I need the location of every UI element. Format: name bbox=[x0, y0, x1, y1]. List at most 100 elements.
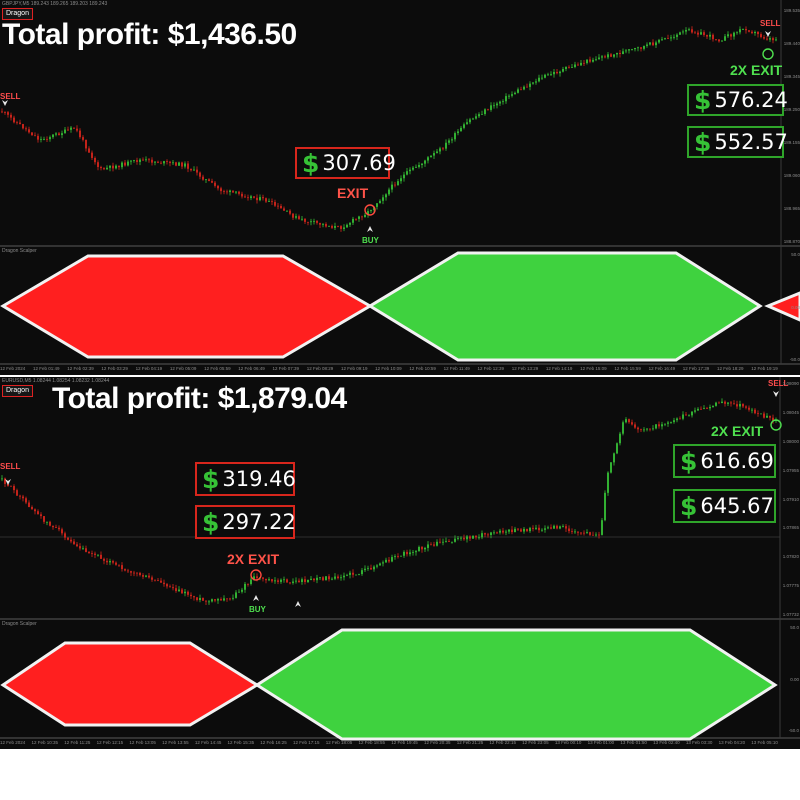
candle-body bbox=[415, 551, 417, 553]
bottom-chart-window[interactable]: EURUSD,M5 1.08244 1.08254 1.08232 1.0824… bbox=[0, 377, 800, 749]
candle-body bbox=[85, 139, 87, 149]
top-profit-box-exit1: $ 576.24 bbox=[687, 84, 788, 116]
candle-body bbox=[133, 572, 135, 574]
candle-body bbox=[382, 562, 384, 564]
candle-body bbox=[490, 532, 492, 536]
candle-body bbox=[97, 554, 99, 556]
candle-body bbox=[193, 169, 195, 171]
candle-body bbox=[100, 167, 102, 169]
candle-body bbox=[247, 583, 249, 585]
candle-body bbox=[70, 539, 72, 542]
candle-body bbox=[256, 197, 258, 201]
candle-body bbox=[769, 38, 771, 40]
candle-body bbox=[493, 532, 495, 534]
candle-body bbox=[619, 52, 621, 55]
time-tick-label: 13 Feb 03:30 bbox=[685, 740, 713, 745]
profit-value: 552.57 bbox=[714, 130, 788, 154]
price-tick-label: 1.07775 bbox=[782, 583, 799, 589]
candle-body bbox=[772, 38, 774, 41]
candle-body bbox=[241, 193, 243, 197]
candle-body bbox=[109, 561, 111, 563]
candle-body bbox=[703, 32, 705, 35]
candle-body bbox=[766, 38, 768, 40]
candle-body bbox=[28, 502, 30, 507]
candle-body bbox=[448, 140, 450, 143]
candle-body bbox=[433, 153, 435, 156]
candle-body bbox=[682, 414, 684, 419]
top-profit-box-buy: $ 307.69 bbox=[295, 147, 396, 179]
bottom-dragon-logo: Dragon bbox=[2, 385, 33, 397]
candle-body bbox=[289, 582, 291, 584]
bottom-price-axis: 1.08090 1.08045 1.08000 1.07955 1.07910 1.078… bbox=[781, 381, 799, 617]
candle-body bbox=[667, 38, 669, 40]
exit-marker-circle bbox=[770, 419, 782, 431]
candle-body bbox=[361, 570, 363, 575]
candle-body bbox=[163, 582, 165, 585]
indicator-tick-label: 0.00 bbox=[790, 676, 799, 682]
candle-body bbox=[361, 216, 363, 218]
candle-body bbox=[124, 569, 126, 571]
candle-body bbox=[58, 133, 60, 136]
candle-body bbox=[355, 574, 357, 576]
candle-body bbox=[202, 176, 204, 180]
candle-body bbox=[67, 537, 69, 540]
candle-body bbox=[160, 580, 162, 583]
candle-body bbox=[763, 413, 765, 418]
candle-body bbox=[40, 139, 42, 140]
candle-body bbox=[610, 54, 612, 57]
candle-body bbox=[394, 556, 396, 558]
candle-body bbox=[643, 45, 645, 49]
candle-body bbox=[625, 50, 627, 52]
time-tick-label: 12 Feb 13:55 bbox=[162, 740, 189, 745]
candle-body bbox=[436, 151, 438, 154]
candle-body bbox=[181, 589, 183, 594]
candle-body bbox=[406, 551, 408, 555]
time-tick-label: 12 Feb 18:29 bbox=[717, 366, 744, 371]
candle-body bbox=[472, 535, 474, 539]
dollar-icon: $ bbox=[694, 85, 712, 115]
candle-body bbox=[700, 32, 702, 35]
bottom-price-chart[interactable] bbox=[0, 377, 800, 749]
indicator-tick-label: 0.00 bbox=[791, 304, 800, 310]
candle-body bbox=[55, 527, 57, 528]
candle-body bbox=[655, 424, 657, 429]
candle-body bbox=[625, 419, 627, 423]
candle-body bbox=[508, 529, 510, 532]
candle-body bbox=[37, 511, 39, 515]
candle-body bbox=[94, 157, 96, 163]
candle-body bbox=[121, 565, 123, 570]
candle-body bbox=[13, 117, 15, 123]
candle-body bbox=[604, 56, 606, 58]
candle-body bbox=[697, 408, 699, 411]
top-chart-window[interactable]: GBPJPY,M5 189.243 189.265 189.203 189.24… bbox=[0, 0, 800, 375]
candle-body bbox=[385, 559, 387, 563]
candle-body bbox=[661, 424, 663, 427]
candle-body bbox=[370, 210, 372, 212]
time-tick-label: 12 Feb 11:25 bbox=[64, 740, 91, 745]
top-price-chart[interactable] bbox=[0, 0, 800, 375]
candle-body bbox=[766, 415, 768, 418]
candle-body bbox=[553, 71, 555, 75]
candle-body bbox=[658, 39, 660, 43]
candle-body bbox=[142, 159, 144, 161]
candle-body bbox=[391, 184, 393, 190]
time-tick-label: 12 Feb 12:15 bbox=[96, 740, 124, 745]
candle-body bbox=[34, 509, 36, 512]
candle-body bbox=[220, 599, 222, 601]
candle-body bbox=[46, 521, 48, 523]
top-indicator-axis: 50.0 0.00 -50.0 bbox=[782, 252, 800, 362]
top-indicator-name: Dragon Scalper bbox=[2, 248, 37, 254]
candle-body bbox=[721, 40, 723, 42]
candle-body bbox=[466, 536, 468, 540]
time-tick-label: 12 Feb 18:05 bbox=[325, 740, 353, 745]
candle-body bbox=[436, 541, 438, 546]
candle-body bbox=[463, 537, 465, 540]
candle-body bbox=[61, 133, 63, 136]
candle-body bbox=[598, 57, 600, 60]
candle-body bbox=[760, 34, 762, 38]
candle-body bbox=[307, 579, 309, 582]
candle-body bbox=[196, 169, 198, 173]
candle-body bbox=[607, 54, 609, 58]
exit-marker-circle bbox=[250, 569, 262, 581]
candle-body bbox=[565, 526, 567, 529]
